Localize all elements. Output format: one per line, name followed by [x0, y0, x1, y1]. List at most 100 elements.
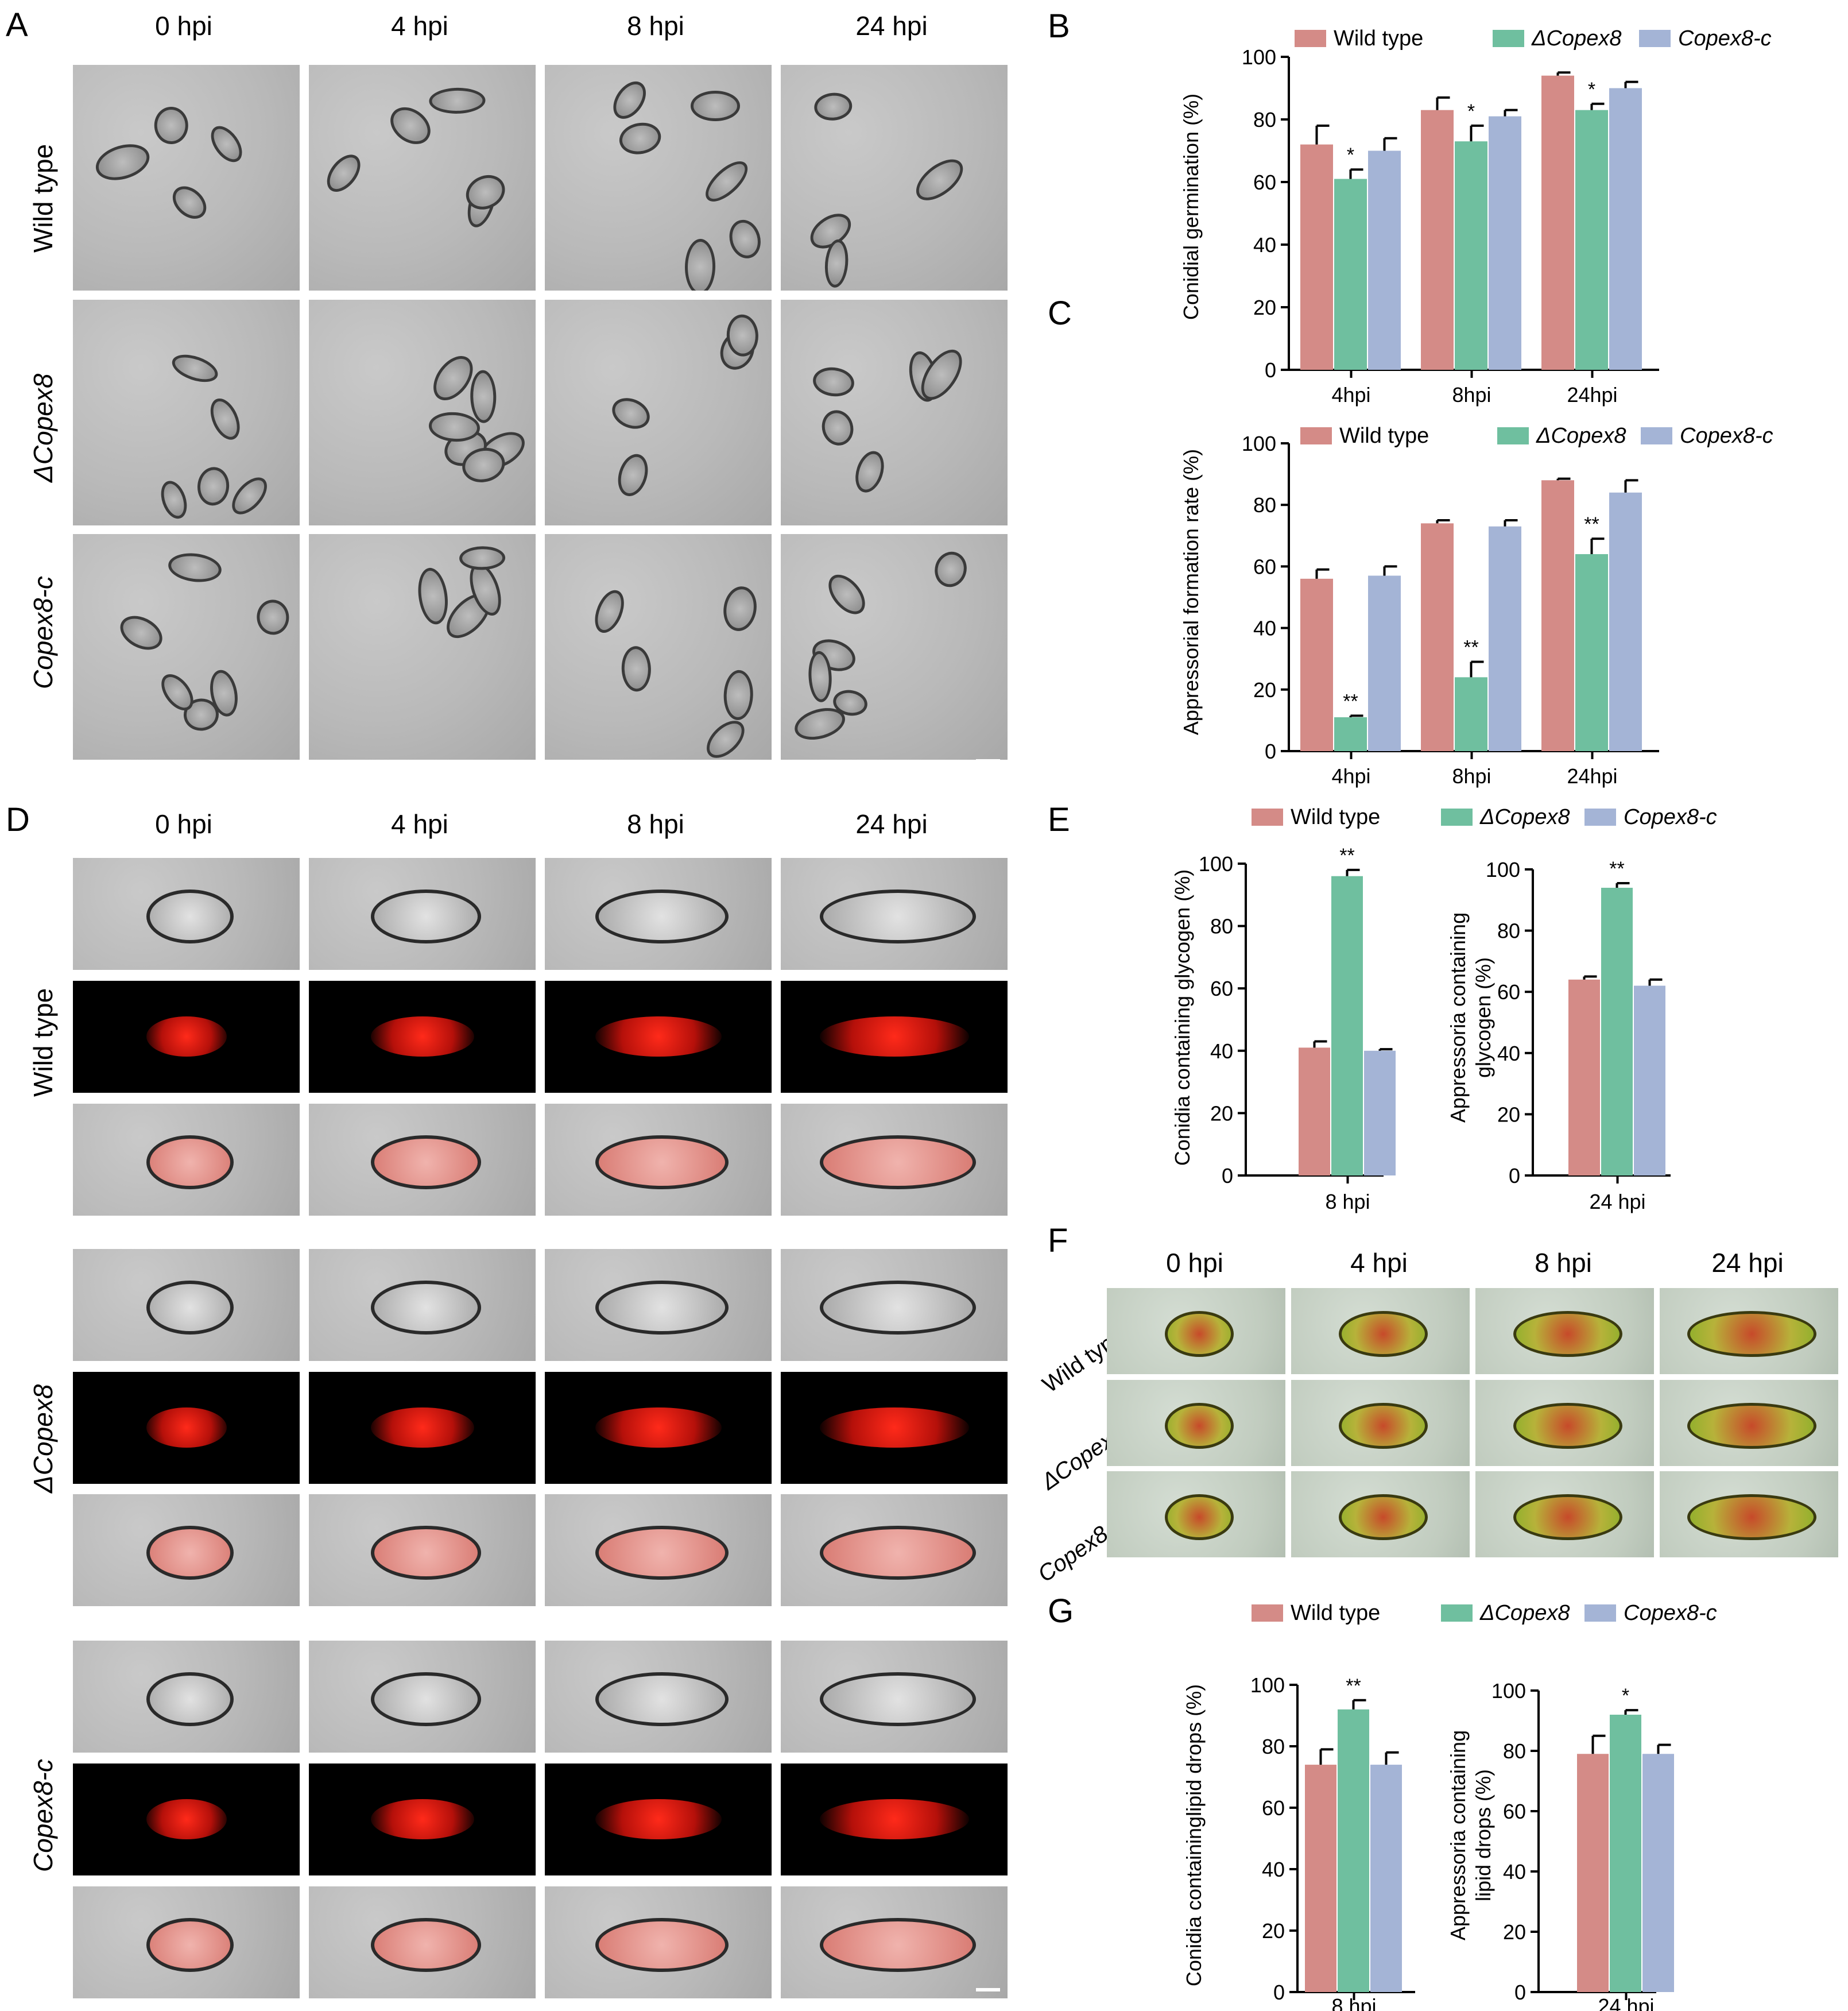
micrograph-a: [545, 65, 772, 291]
legend-label: ΔCopex8: [1479, 1601, 1570, 1625]
panel-d-col-title-0: 0 hpi: [155, 809, 212, 839]
y-tick-label: 100: [1199, 852, 1233, 876]
micrograph-d: [545, 1641, 772, 1753]
bar: [1455, 677, 1487, 751]
y-tick-label: 80: [1253, 108, 1276, 132]
bar: [1541, 75, 1574, 370]
conidium-cell: [607, 75, 653, 125]
red-fluorescence: [819, 1016, 969, 1057]
y-tick-label: 40: [1262, 1858, 1285, 1881]
conidium-cell: [204, 394, 246, 444]
conidium-cell: [595, 1135, 729, 1189]
significance-mark: *: [1622, 1685, 1629, 1707]
conidium-cell: [819, 1672, 976, 1726]
micrograph-a: [309, 534, 536, 760]
stained-cell: [1164, 1311, 1234, 1357]
micrograph-d: [73, 1764, 300, 1875]
y-axis-label: lipid drops (%): [1471, 1769, 1495, 1901]
panel-d-row-title-complement: Copex8-c: [28, 1759, 58, 1872]
micrograph-f: [1107, 1288, 1285, 1374]
panel-e-chart: Wild type ΔCopex8 Copex8-c 0 20 40 60 80 100 ** 8 …: [1171, 805, 1717, 1213]
x-tick-label: 8hpi: [1452, 764, 1491, 788]
conidium-cell: [114, 609, 168, 657]
conidium-cell: [613, 450, 653, 500]
micrograph-f: [1660, 1288, 1838, 1374]
micrograph-d: [781, 981, 1008, 1093]
micrograph-d: [73, 1494, 300, 1606]
scale-bar-a: [976, 759, 1000, 763]
y-tick-label: 80: [1497, 919, 1520, 943]
panel-f-col-title-1: 4 hpi: [1350, 1248, 1408, 1278]
y-tick-label: 20: [1210, 1101, 1233, 1125]
conidium-cell: [146, 890, 234, 943]
conidium-cell: [459, 546, 506, 571]
panel-label-g: G: [1048, 1592, 1074, 1630]
stained-cell: [1513, 1494, 1622, 1540]
conidium-cell: [255, 598, 290, 636]
micrograph-d: [545, 981, 772, 1093]
bar: [1575, 110, 1608, 370]
conidium-cell: [819, 1918, 976, 1972]
conidium-cell: [383, 99, 438, 152]
micrograph-d: [309, 1764, 536, 1875]
legend-swatch: [1497, 427, 1529, 444]
legend-swatch: [1584, 1604, 1616, 1622]
conidium-cell: [370, 1672, 481, 1726]
conidium-cell: [617, 119, 664, 158]
conidium-cell: [146, 1526, 234, 1580]
conidium-cell: [595, 1918, 729, 1972]
panel-f-col-title-0: 0 hpi: [1166, 1248, 1223, 1278]
x-tick-label: 24hpi: [1567, 764, 1617, 788]
bar: [1601, 887, 1633, 1175]
conidium-cell: [818, 406, 858, 450]
conidium-cell: [909, 151, 970, 208]
y-tick-label: 20: [1262, 1919, 1285, 1943]
conidium-cell: [195, 465, 231, 506]
micrograph-d: [545, 1104, 772, 1216]
conidium-cell: [699, 714, 751, 760]
significance-mark: **: [1339, 845, 1354, 867]
significance-mark: **: [1346, 1675, 1361, 1697]
conidium-cell: [154, 106, 189, 144]
conidium-cell: [470, 369, 497, 423]
conidium-cell: [723, 669, 754, 721]
significance-mark: *: [1467, 100, 1475, 122]
y-tick-label: 80: [1262, 1735, 1285, 1758]
panel-c-chart: Wild type ΔCopex8 Copex8-c 0 20 40 60 80 100 ** 4h…: [1179, 424, 1773, 788]
x-tick-label: 24 hpi: [1589, 1190, 1645, 1213]
panel-label-b: B: [1048, 7, 1070, 45]
x-tick-label: 8hpi: [1452, 383, 1491, 407]
panel-g-chart: Wild type ΔCopex8 Copex8-c 0 20 40 60 80 100 ** 8 …: [1182, 1601, 1717, 2011]
micrograph-a: [73, 65, 300, 291]
y-tick-label: 40: [1210, 1039, 1233, 1063]
conidium-cell: [822, 568, 873, 621]
bar: [1541, 480, 1574, 751]
legend-label: Copex8-c: [1678, 26, 1772, 51]
y-tick-label: 80: [1503, 1739, 1526, 1763]
conidium-cell: [595, 1672, 729, 1726]
micrograph-d: [73, 1249, 300, 1361]
micrograph-a: [73, 534, 300, 760]
conidium-cell: [595, 1526, 729, 1580]
stained-cell: [1687, 1311, 1816, 1357]
conidium-cell: [720, 583, 760, 634]
panel-a-col-title-0: 0 hpi: [155, 11, 212, 41]
micrograph-d: [309, 1886, 536, 1998]
y-tick-label: 60: [1253, 555, 1276, 578]
bar: [1334, 179, 1367, 370]
legend-swatch: [1252, 1604, 1283, 1622]
legend-label: Copex8-c: [1624, 805, 1717, 829]
micrograph-d: [309, 1249, 536, 1361]
legend-swatch: [1295, 30, 1326, 47]
bar: [1331, 876, 1363, 1175]
micrograph-a: [545, 300, 772, 525]
micrograph-f: [1660, 1380, 1838, 1466]
micrograph-f: [1107, 1471, 1285, 1557]
stained-cell: [1339, 1494, 1428, 1540]
x-tick-label: 24 hpi: [1598, 1994, 1654, 2011]
panel-a-row-title-mutant: ΔCopex8: [28, 373, 58, 482]
red-fluorescence: [819, 1407, 969, 1448]
panel-d-col-title-1: 4 hpi: [391, 809, 448, 839]
micrograph-d: [73, 1886, 300, 1998]
y-axis-label: Appressoria containing: [1446, 1730, 1470, 1940]
